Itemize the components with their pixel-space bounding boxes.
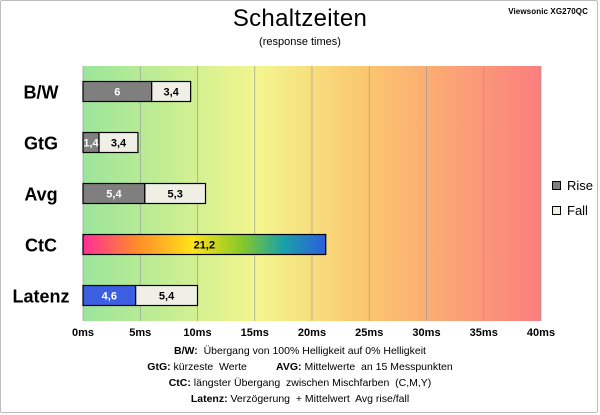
note-line-ctc: CtC: längster Übergang zwischen Mischfar… [0,375,600,391]
bar-value-label: 3,4 [164,87,180,99]
x-tick-label: 40ms [527,327,555,339]
category-label: CtC [25,236,57,256]
bar-value-label: 3,4 [111,138,127,150]
bar-fall [144,182,207,205]
legend-item-rise: Rise [552,177,594,193]
bar-value-label: 21,2 [194,240,215,252]
note-key: AVG: [276,361,302,373]
note-line-bw: B/W: Übergang von 100% Helligkeit auf 0%… [0,343,600,359]
bar-value-label: 6 [114,87,120,99]
notes-footer: B/W: Übergang von 100% Helligkeit auf 0%… [0,343,600,407]
bar-fall [98,131,139,154]
note-text: Übergang von 100% Helligkeit auf 0% Hell… [197,345,426,357]
legend-item-fall: Fall [552,202,593,218]
page-title: Schaltzeiten [232,5,368,32]
x-tick-label: 10ms [183,327,211,339]
x-tick-label: 0ms [72,327,94,339]
bar-value-label: 1,4 [83,138,99,150]
note-key: Latenz: [190,393,228,405]
note-line-latenz: Latenz: Verzögerung + Mittelwert Avg ris… [0,391,600,407]
x-tick-label: 30ms [412,327,440,339]
legend-swatch-rise [552,180,561,190]
x-tick-labels: 0ms 5ms 10ms 15ms 20ms 25ms 30ms 35ms 40ms [72,327,555,339]
bar-fall [151,80,192,103]
category-label: GtG [24,134,58,154]
note-key: B/W: [174,345,198,357]
x-tick-label: 5ms [129,327,151,339]
bars: 6 3,4 1,4 3,4 5,4 5,3 21,2 4,6 5,4 [82,80,327,307]
legend-label-rise: Rise [567,177,594,193]
note-line-gtg: GtG: kürzeste Werte AVG: Mittelwerte an … [0,359,600,375]
note-text: Mittelwerte an 15 Messpunkten [301,361,453,373]
note-text: längster Übergang zwischen Mischfarben (… [190,377,432,389]
page-subtitle: (response times) [259,36,341,48]
bar-rise [82,233,327,256]
bar-value-label: 5,4 [159,291,175,303]
note-text: kürzeste Werte [170,361,277,373]
bar-value-label: 4,6 [102,291,117,303]
x-tick-label: 25ms [355,327,383,339]
grid-lines [82,66,542,321]
note-text: Verzögerung + Mittelwert Avg rise/fall [227,393,410,405]
legend: Rise Fall [552,178,593,228]
bar-value-label: 5,4 [106,189,122,201]
bar-value-label: 5,3 [168,189,183,201]
brand-label: Viewsonic XG270QC [508,7,588,16]
category-label: Avg [24,185,57,205]
category-label: Latenz [12,287,69,307]
legend-swatch-fall [552,205,561,215]
note-key: CtC: [168,377,191,389]
note-key: GtG: [147,361,171,373]
x-tick-label: 20ms [298,327,326,339]
category-label: B/W [24,83,59,103]
category-labels: B/W GtG Avg CtC Latenz [12,83,69,307]
x-tick-label: 35ms [470,327,498,339]
x-tick-label: 15ms [241,327,269,339]
legend-label-fall: Fall [567,202,588,218]
bar-fall [135,284,199,307]
